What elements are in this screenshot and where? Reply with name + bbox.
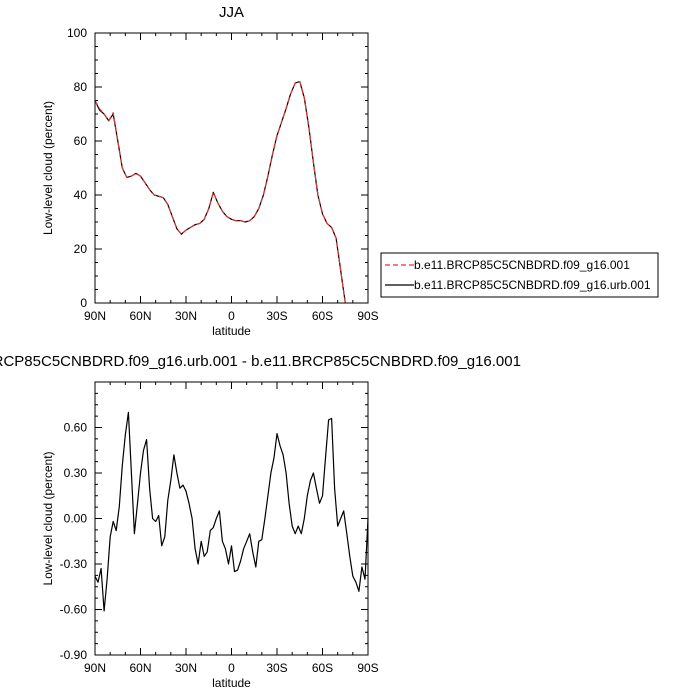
legend: b.e11.BRCP85C5CNBDRD.f09_g16.001 b.e11.BR…: [380, 252, 659, 298]
x-tick-label: 60N: [129, 661, 151, 675]
x-tick-label: 30S: [266, 309, 287, 323]
x-axis-label: latitude: [212, 676, 251, 690]
y-tick-label: 0: [80, 296, 87, 310]
legend-box: [380, 252, 659, 298]
y-tick-label: 0.00: [64, 512, 88, 526]
chart-2: b.e11.BRCP85C5CNBDRD.f09_g16.urb.001 - b…: [0, 353, 521, 690]
chart-title: b.e11.BRCP85C5CNBDRD.f09_g16.urb.001 - b…: [0, 353, 521, 370]
x-tick-label: 60N: [129, 309, 151, 323]
x-tick-label: 30S: [266, 661, 287, 675]
x-tick-label: 0: [228, 309, 235, 323]
y-tick-label: 80: [74, 80, 88, 94]
plot-frame: [94, 381, 369, 656]
series-line-1: [94, 81, 346, 304]
legend-label-1: b.e11.BRCP85C5CNBDRD.f09_g16.001: [414, 258, 630, 272]
y-tick-label: 40: [74, 188, 88, 202]
chart-title: JJA: [219, 4, 244, 21]
y-tick-label: 20: [74, 242, 88, 256]
y-tick-label: -0.30: [60, 557, 88, 571]
x-tick-label: 60S: [312, 661, 333, 675]
y-tick-label: 60: [74, 134, 88, 148]
y-tick-label: -0.90: [60, 648, 88, 662]
y-tick-label: -0.60: [60, 603, 88, 617]
series-line-1: [94, 411, 369, 612]
legend-label-2: b.e11.BRCP85C5CNBDRD.f09_g16.urb.001: [414, 278, 651, 292]
y-axis-label: Low-level cloud (percent): [41, 101, 55, 235]
x-tick-label: 30N: [175, 661, 197, 675]
x-axis-label: latitude: [212, 324, 251, 338]
x-tick-label: 90N: [84, 661, 106, 675]
chart-1: JJA 90N 60N 30N 0 30S 60S 90S 0 20 40 60 80 100 latitu…: [41, 4, 659, 338]
y-tick-label: 0.60: [64, 421, 88, 435]
plot-frame: [94, 32, 369, 304]
x-tick-label: 90S: [357, 309, 378, 323]
x-tick-label: 0: [228, 661, 235, 675]
x-tick-label: 30N: [175, 309, 197, 323]
x-tick-label: 60S: [312, 309, 333, 323]
y-tick-label: 100: [67, 26, 87, 40]
y-axis-label: Low-level cloud (percent): [41, 451, 55, 585]
x-tick-label: 90S: [357, 661, 378, 675]
y-tick-label: 0.30: [64, 466, 88, 480]
x-tick-label: 90N: [84, 309, 106, 323]
series-line-2: [94, 81, 346, 304]
